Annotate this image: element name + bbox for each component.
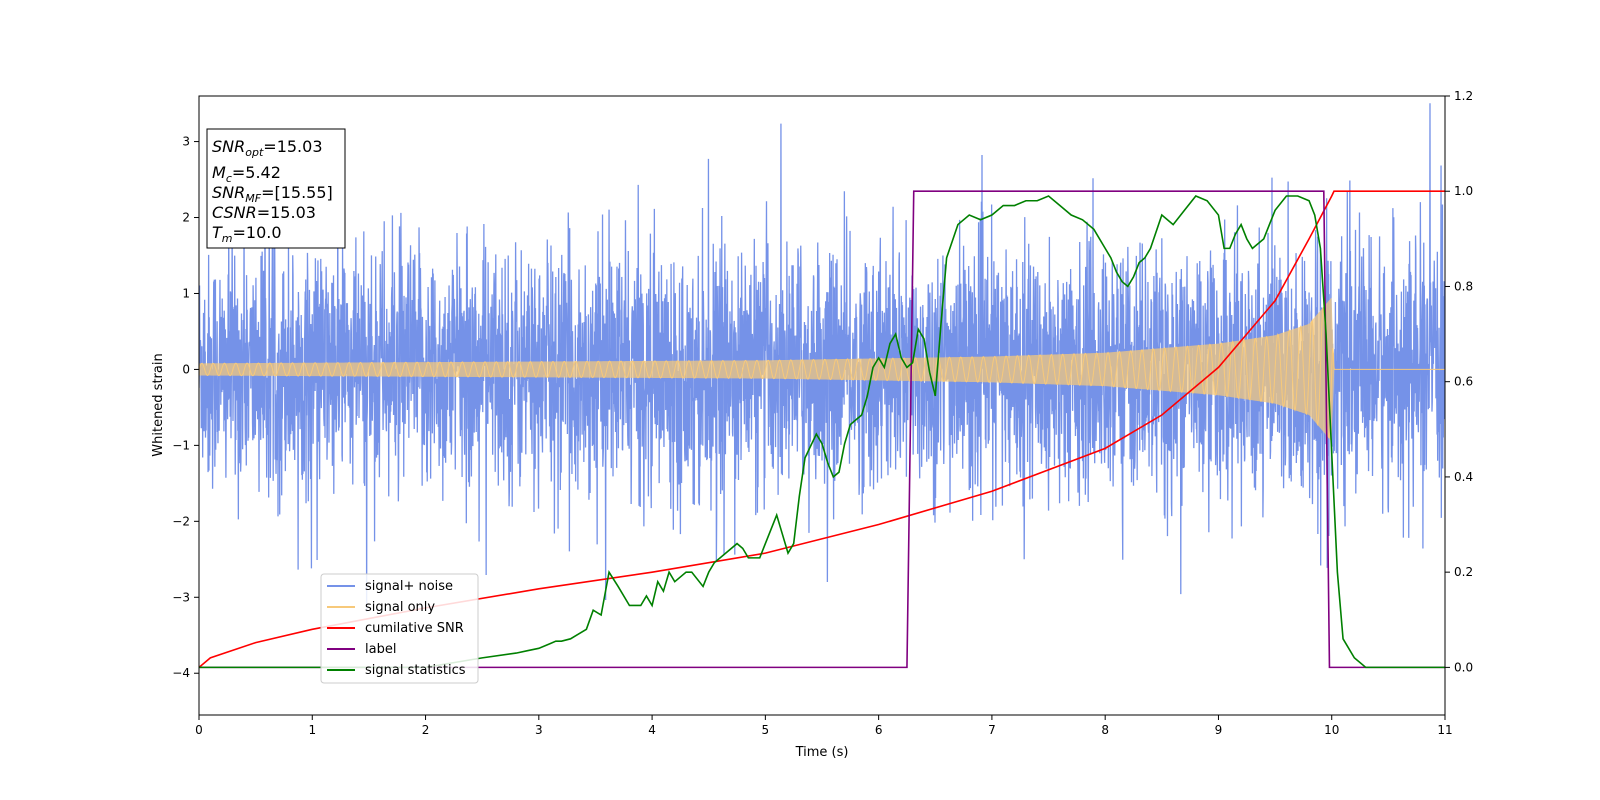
x-axis: 0 1 2 3 4 5 6 7 8 9 10 11 [195, 715, 1453, 737]
annotation-mc: Mc=5.42 [212, 163, 281, 185]
x-tick-label: 1 [308, 723, 316, 737]
x-tick-label: 6 [875, 723, 883, 737]
y2-tick-label: 0.8 [1454, 279, 1473, 293]
y-tick-label: −2 [172, 514, 190, 528]
x-tick-label: 11 [1437, 723, 1452, 737]
legend-label-signal-statistics: signal statistics [365, 663, 466, 678]
annotation-snr-mf: SNRMF=[15.55] [212, 183, 333, 205]
x-tick-label: 8 [1101, 723, 1109, 737]
y2-tick-label: 1.2 [1454, 89, 1473, 103]
series-cumilative-snr [199, 190, 1445, 668]
y2-tick-label: 1.0 [1454, 184, 1473, 198]
y2-tick-label: 0.6 [1454, 375, 1473, 389]
y-tick-label: 3 [182, 135, 190, 149]
x-tick-label: 5 [762, 723, 770, 737]
y-axis-left: −4 −3 −2 −1 0 1 2 3 [172, 135, 199, 680]
y-tick-label: 2 [182, 211, 190, 225]
series-signal-only [199, 306, 1445, 439]
x-tick-label: 7 [988, 723, 996, 737]
legend-label-signal-only: signal only [365, 600, 435, 615]
x-tick-label: 0 [195, 723, 203, 737]
y2-tick-label: 0.0 [1454, 660, 1473, 674]
annotation-csnr: CSNR=15.03 [212, 203, 316, 222]
x-tick-label: 3 [535, 723, 543, 737]
y-tick-label: −3 [172, 590, 190, 604]
y-tick-label: 1 [182, 286, 190, 300]
y-tick-label: −4 [172, 666, 190, 680]
x-tick-label: 2 [422, 723, 430, 737]
x-tick-label: 4 [648, 723, 656, 737]
plot-frame [198, 95, 1446, 716]
series-signal-statistics [199, 195, 1445, 669]
y-tick-label: 0 [182, 362, 190, 376]
plot-data [199, 103, 1445, 669]
series-signal-noise [199, 103, 1445, 612]
annotation-box: SNRopt=15.03 Mc=5.42 SNRMF=[15.55] CSNR=… [206, 128, 346, 249]
y-tick-label: −1 [172, 438, 190, 452]
annotation-tm: Tm=10.0 [212, 223, 282, 245]
y2-tick-label: 0.2 [1454, 565, 1473, 579]
y-axis-right: 0.0 0.2 0.4 0.6 0.8 1.0 1.2 [1445, 89, 1473, 674]
x-tick-label: 10 [1324, 723, 1339, 737]
legend: signal+ noise signal only cumilative SNR… [320, 573, 479, 684]
annotation-snr-opt: SNRopt=15.03 [212, 137, 323, 159]
legend-label-signal-noise: signal+ noise [365, 579, 453, 594]
x-tick-label: 9 [1215, 723, 1223, 737]
legend-label-cumilative-snr: cumilative SNR [365, 621, 464, 636]
x-axis-label: Time (s) [795, 745, 849, 760]
y2-tick-label: 0.4 [1454, 470, 1473, 484]
y-axis-label: Whitened strain [151, 353, 166, 456]
series-label [199, 190, 1445, 669]
legend-label-label: label [365, 642, 396, 657]
